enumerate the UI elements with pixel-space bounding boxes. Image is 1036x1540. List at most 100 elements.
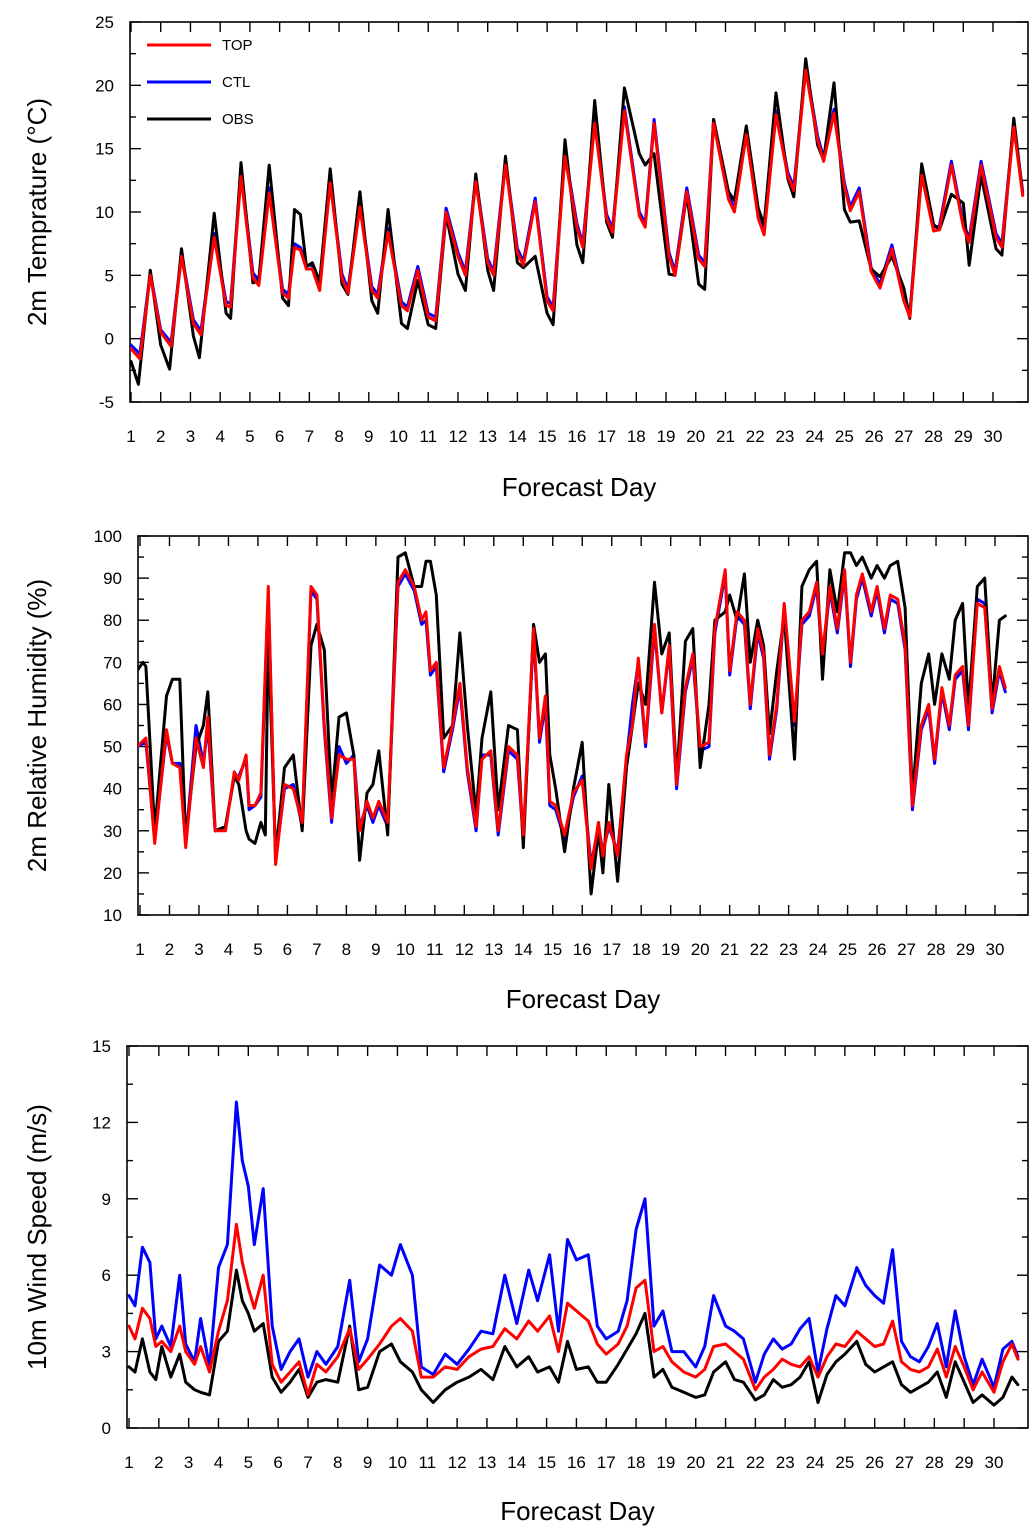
x-tick-label: 6 [273,1453,282,1472]
x-tick-label: 7 [303,1453,312,1472]
x-tick-label: 5 [245,427,254,446]
y-tick-label: 50 [103,738,122,757]
series-line-top [130,68,1025,361]
y-tick-label: 70 [103,653,122,672]
x-axis-title: Forecast Day [500,1496,655,1526]
x-tick-label: 11 [426,940,444,959]
x-tick-label: 18 [627,427,646,446]
x-tick-label: 17 [597,1453,616,1472]
legend-label-obs: OBS [222,111,254,128]
x-tick-label: 27 [897,940,916,959]
x-tick-label: 21 [720,940,739,959]
x-tick-label: 18 [627,1453,646,1472]
x-tick-label: 10 [388,1453,407,1472]
y-tick-label: 60 [103,695,122,714]
x-tick-label: 12 [449,427,468,446]
x-tick-label: 4 [224,940,233,959]
x-tick-label: 22 [750,940,769,959]
y-tick-label: 0 [102,1419,111,1438]
y-tick-label: 15 [92,1037,111,1056]
x-tick-label: 2 [165,940,174,959]
x-tick-label: 8 [333,1453,342,1472]
y-tick-label: 10 [103,906,122,925]
x-tick-label: 17 [597,427,616,446]
y-tick-label: 3 [102,1343,111,1362]
legend-label-ctl: CTL [222,74,250,91]
x-tick-label: 1 [124,1453,133,1472]
x-tick-label: 14 [508,427,527,446]
x-tick-label: 30 [984,427,1003,446]
y-tick-label: 80 [103,611,122,630]
x-tick-label: 8 [334,427,343,446]
x-tick-label: 26 [865,427,884,446]
x-axis-title: Forecast Day [502,472,657,502]
x-tick-label: 25 [835,1453,854,1472]
x-tick-label: 28 [927,940,946,959]
y-tick-label: 12 [92,1113,111,1132]
x-tick-label: 9 [371,940,380,959]
y-tick-label: 25 [95,13,114,32]
x-tick-label: 10 [389,427,408,446]
x-tick-label: 25 [838,940,857,959]
y-tick-label: 20 [103,864,122,883]
series-line-top [138,568,1007,871]
x-tick-label: 24 [806,1453,825,1472]
y-tick-label: 40 [103,780,122,799]
y-axis-title: 2m Temprature (°C) [22,98,52,326]
x-tick-label: 19 [656,1453,675,1472]
x-tick-label: 12 [455,940,474,959]
x-tick-label: 19 [657,427,676,446]
x-tick-label: 3 [184,1453,193,1472]
x-tick-label: 15 [537,1453,556,1472]
x-tick-label: 25 [835,427,854,446]
x-tick-label: 15 [538,427,557,446]
y-tick-label: 6 [102,1266,111,1285]
y-tick-label: 9 [102,1190,111,1209]
x-tick-label: 3 [194,940,203,959]
x-tick-label: 27 [894,427,913,446]
y-axis-title: 2m Relative Humidity (%) [22,579,52,872]
x-tick-label: 21 [716,427,735,446]
x-tick-label: 28 [924,427,943,446]
y-tick-label: 15 [95,140,114,159]
x-tick-label: 9 [363,1453,372,1472]
x-tick-label: 1 [135,940,144,959]
x-tick-label: 22 [746,1453,765,1472]
x-tick-label: 18 [632,940,651,959]
x-tick-label: 29 [956,940,975,959]
x-tick-label: 29 [955,1453,974,1472]
y-tick-label: 100 [94,527,122,546]
x-tick-label: 16 [567,1453,586,1472]
x-tick-label: 20 [691,940,710,959]
x-tick-label: 1 [126,427,135,446]
x-tick-label: 10 [396,940,415,959]
y-tick-label: 10 [95,203,114,222]
x-tick-label: 6 [275,427,284,446]
x-tick-label: 30 [985,1453,1004,1472]
x-tick-label: 9 [364,427,373,446]
x-axis-title: Forecast Day [506,984,661,1014]
x-tick-label: 19 [661,940,680,959]
y-tick-label: 5 [105,266,114,285]
x-tick-label: 16 [567,427,586,446]
x-tick-label: 24 [805,427,824,446]
series-line-obs [127,1268,1020,1407]
x-tick-label: 14 [507,1453,526,1472]
x-tick-label: 21 [716,1453,735,1472]
x-tick-label: 13 [477,1453,496,1472]
x-tick-label: 2 [154,1453,163,1472]
x-tick-label: 7 [305,427,314,446]
y-tick-label: 30 [103,822,122,841]
x-tick-label: 5 [253,940,262,959]
legend-label-top: TOP [222,37,253,54]
series-line-ctl [127,1100,1020,1389]
x-tick-label: 11 [418,1453,436,1472]
y-tick-label: -5 [99,393,114,412]
x-tick-label: 4 [215,427,224,446]
x-tick-label: 15 [543,940,562,959]
x-tick-label: 26 [868,940,887,959]
x-tick-label: 14 [514,940,533,959]
